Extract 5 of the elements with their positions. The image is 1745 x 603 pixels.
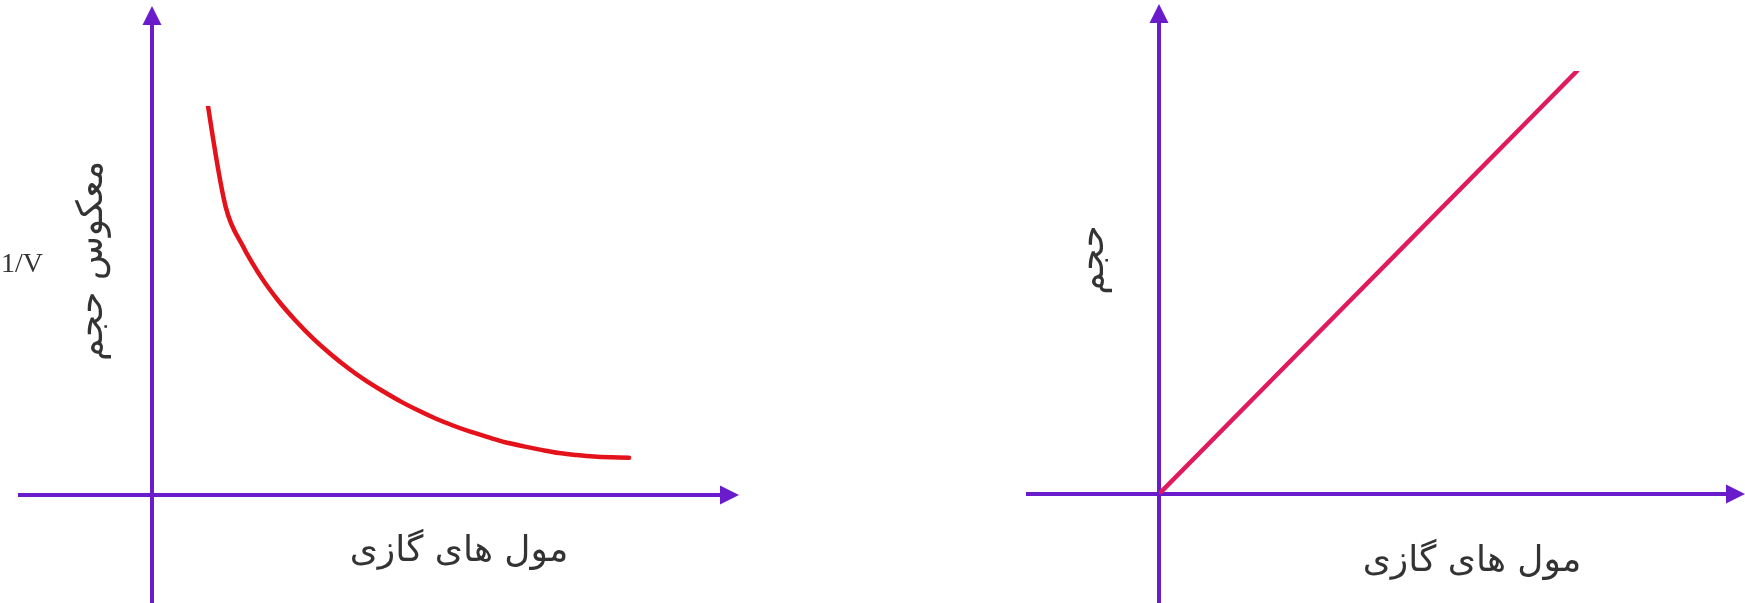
x-axis-title: مول های گازی [1362, 538, 1582, 580]
y-axis-title: حجم [1070, 225, 1112, 295]
text: 1/V [1, 247, 43, 279]
y-axis-title: معکوس حجم [69, 161, 111, 361]
x-axis-title: مول های گازی [349, 528, 569, 570]
